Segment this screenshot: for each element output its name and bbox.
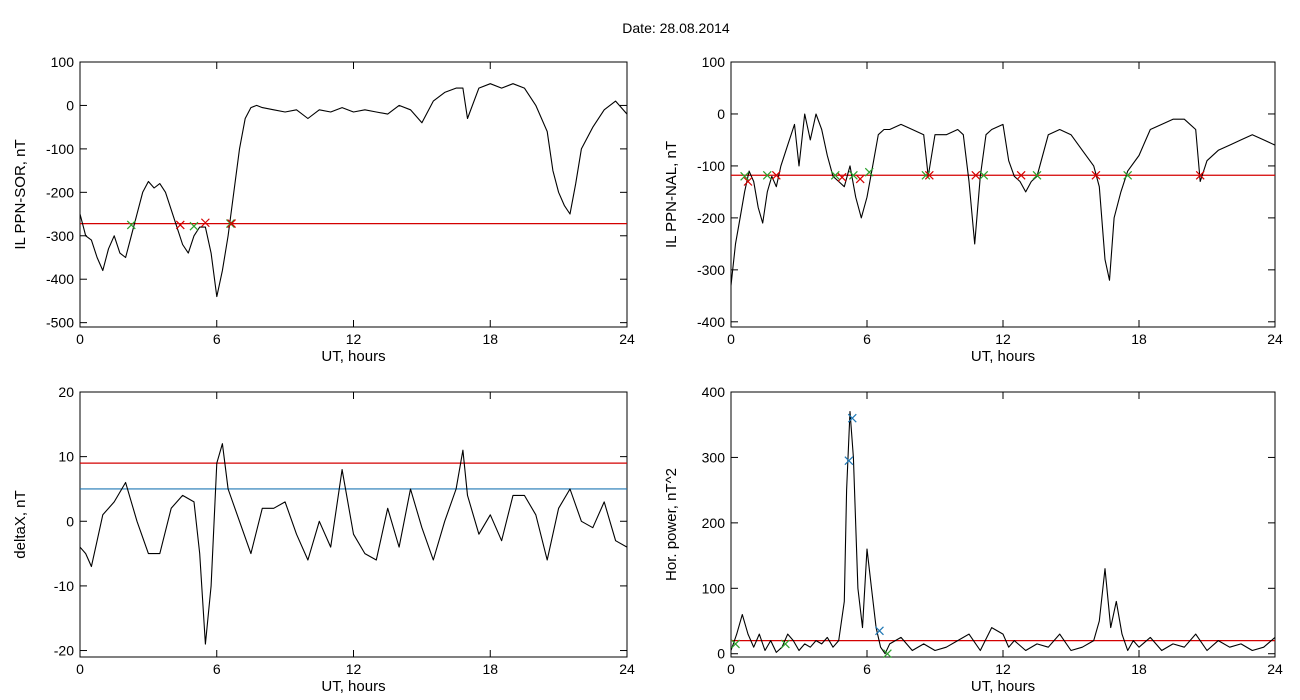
cross-marker [1123,170,1133,180]
y-tick-label: -300 [697,262,725,278]
plot-frame [730,391,1276,658]
cross-marker [864,167,874,177]
cross-marker [175,220,185,230]
y-tick-label: 100 [702,54,726,70]
cross-marker [875,626,884,636]
cross-marker [762,170,772,180]
plot-frame [79,61,628,328]
x-tick-label: 6 [863,661,871,677]
series-line [80,443,627,645]
series-line [731,113,1275,286]
y-axis-label: IL PPN-SOR, nT [12,139,29,249]
cross-marker [830,170,840,180]
cross-marker [126,220,136,230]
y-tick-label: -400 [697,314,725,330]
cross-marker [855,174,865,184]
panel-deltax: 0 6 12 18 24 -20 -10 0 10 20 UT, hours deltaX, nT [12,384,635,695]
x-axis-label: UT, hours [321,678,385,695]
cross-marker [189,221,199,231]
series-line [731,411,1275,655]
cross-marker [1091,170,1101,180]
panel-il-ppn-sor: 0 6 12 18 24 -500 -400 -300 -200 -100 0 100 UT, hour… [12,54,635,365]
y-tick-label: -100 [697,158,725,174]
x-tick-label: 24 [619,331,635,347]
y-tick-label: 0 [66,97,74,113]
x-tick-label: 18 [1131,331,1147,347]
cross-marker [837,172,847,182]
y-axis-label: IL PPN-NAL, nT [663,141,680,248]
y-tick-label: -20 [54,643,74,659]
x-tick-label: 24 [1267,331,1283,347]
cross-marker [743,177,753,186]
x-tick-label: 6 [213,661,221,677]
cross-marker [882,649,892,659]
cross-marker [226,219,235,229]
y-axis-label: deltaX, nT [12,490,29,558]
cross-marker [921,170,931,180]
x-tick-label: 0 [727,331,735,347]
x-tick-label: 0 [76,331,84,347]
series-line [80,83,627,298]
x-axis-label: UT, hours [971,678,1035,695]
y-tick-label: 100 [702,580,726,596]
y-tick-label: 400 [702,384,726,400]
cross-marker [1016,170,1026,180]
plot-frame [79,391,628,658]
panel-il-ppn-nal: 0 6 12 18 24 -400 -300 -200 -100 0 100 UT, hours IL … [663,54,1283,365]
cross-marker [979,170,989,180]
cross-marker [1032,170,1042,180]
x-tick-label: 6 [213,331,221,347]
cross-marker [847,413,857,423]
cross-marker [844,456,854,466]
date-label: Date: 28.08.2014 [622,20,730,36]
y-axis-label: Hor. power, nT^2 [663,468,680,581]
y-tick-label: -10 [54,578,74,594]
x-tick-label: 12 [346,661,362,677]
y-tick-label: -100 [46,141,74,157]
x-tick-label: 6 [863,331,871,347]
x-tick-label: 24 [1267,661,1283,677]
y-tick-label: 0 [717,646,725,662]
cross-marker [200,218,210,228]
y-tick-label: 0 [717,106,725,122]
y-tick-label: 100 [51,54,75,70]
y-tick-label: -300 [46,228,74,244]
y-tick-label: 20 [58,384,74,400]
cross-marker [1195,170,1205,180]
plot-frame [730,61,1276,328]
y-tick-label: 10 [58,449,74,465]
y-tick-label: -200 [697,210,725,226]
panel-hor-power: 0 6 12 18 24 0 100 200 300 400 UT, hours Hor. power… [663,384,1283,695]
y-tick-label: 0 [66,513,74,529]
x-tick-label: 12 [346,331,362,347]
x-tick-label: 12 [995,661,1011,677]
x-axis-label: UT, hours [321,348,385,365]
x-tick-label: 18 [482,661,498,677]
cross-marker [848,170,858,180]
cross-marker [227,219,236,229]
cross-marker [740,171,750,181]
x-tick-label: 12 [995,331,1011,347]
cross-marker [924,170,934,180]
x-tick-label: 18 [1131,661,1147,677]
cross-marker [771,170,781,180]
x-tick-label: 0 [727,661,735,677]
y-tick-label: 200 [702,515,726,531]
cross-marker [780,639,790,649]
cross-marker [731,639,740,649]
y-tick-label: -400 [46,271,74,287]
x-axis-label: UT, hours [971,348,1035,365]
cross-marker [971,170,981,180]
y-tick-label: -500 [46,315,74,331]
y-tick-label: -200 [46,184,74,200]
x-tick-label: 24 [619,661,635,677]
x-tick-label: 0 [76,661,84,677]
x-tick-label: 18 [482,331,498,347]
y-tick-label: 300 [702,449,726,465]
